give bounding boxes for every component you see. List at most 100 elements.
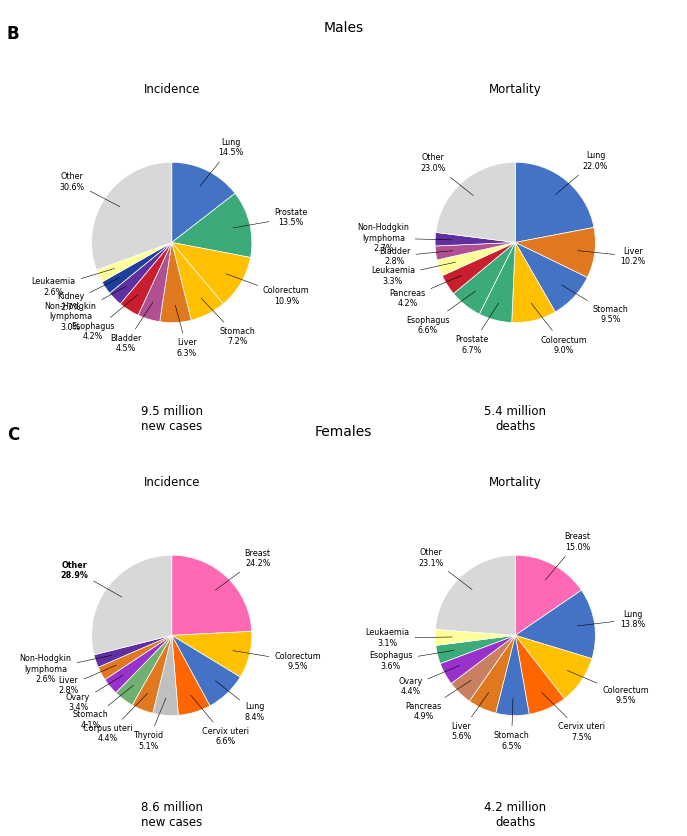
Wedge shape <box>451 635 515 701</box>
Wedge shape <box>436 162 515 242</box>
Text: Corpus uteri
4.4%: Corpus uteri 4.4% <box>83 693 148 743</box>
Text: Esophagus
6.6%: Esophagus 6.6% <box>406 291 475 335</box>
Text: Colorectum
10.9%: Colorectum 10.9% <box>226 274 310 306</box>
Text: Bladder
2.8%: Bladder 2.8% <box>379 247 453 266</box>
Wedge shape <box>91 162 172 270</box>
Wedge shape <box>120 242 172 315</box>
Text: Lung
22.0%: Lung 22.0% <box>556 151 608 194</box>
Text: Stomach
6.5%: Stomach 6.5% <box>493 698 530 751</box>
Text: Ovary
4.4%: Ovary 4.4% <box>398 665 460 696</box>
Text: Liver
10.2%: Liver 10.2% <box>578 247 646 266</box>
Text: C: C <box>7 426 19 445</box>
Wedge shape <box>110 242 172 303</box>
Wedge shape <box>515 242 587 312</box>
Text: Liver
5.6%: Liver 5.6% <box>451 692 488 742</box>
Text: Breast
24.2%: Breast 24.2% <box>216 549 271 590</box>
Wedge shape <box>102 242 172 293</box>
Text: Males: Males <box>324 21 363 35</box>
Wedge shape <box>453 242 515 314</box>
Wedge shape <box>436 635 515 664</box>
Wedge shape <box>91 555 172 655</box>
Text: Leukaemia
3.1%: Leukaemia 3.1% <box>365 629 452 648</box>
Title: Incidence: Incidence <box>144 83 200 95</box>
Text: Liver
6.3%: Liver 6.3% <box>175 305 197 358</box>
Wedge shape <box>469 635 515 713</box>
Text: Prostate
6.7%: Prostate 6.7% <box>455 303 499 354</box>
Text: Ovary
3.4%: Ovary 3.4% <box>66 675 123 712</box>
Text: Kidney
2.7%: Kidney 2.7% <box>57 278 120 312</box>
Wedge shape <box>172 242 251 303</box>
Wedge shape <box>172 555 252 635</box>
Text: Pancreas
4.9%: Pancreas 4.9% <box>405 681 471 721</box>
Text: Bladder
4.5%: Bladder 4.5% <box>110 303 153 354</box>
Text: Colorectum
9.5%: Colorectum 9.5% <box>567 670 649 705</box>
Text: Stomach
7.2%: Stomach 7.2% <box>201 298 256 346</box>
Wedge shape <box>435 630 515 645</box>
Wedge shape <box>172 635 210 716</box>
Text: Colorectum
9.0%: Colorectum 9.0% <box>531 303 587 355</box>
Wedge shape <box>153 635 179 716</box>
Wedge shape <box>442 242 515 293</box>
Wedge shape <box>515 590 596 659</box>
Wedge shape <box>436 555 515 635</box>
Text: Esophagus
4.2%: Esophagus 4.2% <box>71 295 137 341</box>
Text: Leukaemia
2.6%: Leukaemia 2.6% <box>32 268 115 297</box>
Text: 5.4 million
deaths: 5.4 million deaths <box>484 405 546 433</box>
Text: Other
30.6%: Other 30.6% <box>60 172 120 206</box>
Text: Leukaemia
3.3%: Leukaemia 3.3% <box>371 263 455 286</box>
Wedge shape <box>172 193 252 257</box>
Text: 9.5 million
new cases: 9.5 million new cases <box>141 405 203 433</box>
Text: Thyroid
5.1%: Thyroid 5.1% <box>133 698 166 751</box>
Wedge shape <box>515 162 594 242</box>
Wedge shape <box>159 242 191 323</box>
Wedge shape <box>133 635 172 713</box>
Wedge shape <box>515 635 565 714</box>
Text: Non-Hodgkin
lymphoma
2.6%: Non-Hodgkin lymphoma 2.6% <box>20 655 112 684</box>
Text: Females: Females <box>315 425 372 439</box>
Text: Prostate
13.5%: Prostate 13.5% <box>233 208 308 228</box>
Text: Cervix uteri
7.5%: Cervix uteri 7.5% <box>541 692 605 742</box>
Text: B: B <box>7 25 19 43</box>
Wedge shape <box>172 162 235 242</box>
Wedge shape <box>496 635 529 716</box>
Text: Stomach
9.5%: Stomach 9.5% <box>561 285 629 324</box>
Wedge shape <box>172 635 240 706</box>
Wedge shape <box>172 631 252 677</box>
Wedge shape <box>138 242 172 322</box>
Text: 8.6 million
new cases: 8.6 million new cases <box>141 801 203 828</box>
Text: Cervix uteri
6.6%: Cervix uteri 6.6% <box>191 695 249 747</box>
Wedge shape <box>94 635 172 667</box>
Wedge shape <box>435 232 515 246</box>
Wedge shape <box>98 635 172 680</box>
Title: Mortality: Mortality <box>489 476 541 488</box>
Wedge shape <box>435 242 515 260</box>
Title: Mortality: Mortality <box>489 83 541 95</box>
Text: Other
23.1%: Other 23.1% <box>418 548 472 589</box>
Wedge shape <box>512 242 555 323</box>
Text: Colorectum
9.5%: Colorectum 9.5% <box>233 650 321 671</box>
Wedge shape <box>515 635 592 699</box>
Text: Non-Hodgkin
lymphoma
3.0%: Non-Hodgkin lymphoma 3.0% <box>45 286 126 332</box>
Wedge shape <box>515 555 581 635</box>
Text: Esophagus
3.6%: Esophagus 3.6% <box>369 650 454 670</box>
Text: Other
28.9%: Other 28.9% <box>60 561 122 597</box>
Wedge shape <box>172 242 223 320</box>
Text: Lung
14.5%: Lung 14.5% <box>200 138 244 186</box>
Wedge shape <box>480 242 515 323</box>
Text: 4.2 million
deaths: 4.2 million deaths <box>484 801 546 828</box>
Text: Liver
2.8%: Liver 2.8% <box>58 665 116 696</box>
Title: Incidence: Incidence <box>144 476 200 488</box>
Text: Pancreas
4.2%: Pancreas 4.2% <box>390 275 462 308</box>
Text: Non-Hodgkin
lymphoma
2.7%: Non-Hodgkin lymphoma 2.7% <box>358 223 453 253</box>
Wedge shape <box>437 242 515 276</box>
Wedge shape <box>440 635 515 684</box>
Wedge shape <box>515 227 596 278</box>
Text: Lung
8.4%: Lung 8.4% <box>215 681 265 721</box>
Wedge shape <box>116 635 172 705</box>
Text: Breast
15.0%: Breast 15.0% <box>545 532 591 580</box>
Wedge shape <box>105 635 172 693</box>
Text: Other
23.0%: Other 23.0% <box>420 153 473 196</box>
Text: Lung
13.8%: Lung 13.8% <box>578 609 645 629</box>
Wedge shape <box>96 242 172 282</box>
Text: Stomach
4.1%: Stomach 4.1% <box>72 686 133 730</box>
